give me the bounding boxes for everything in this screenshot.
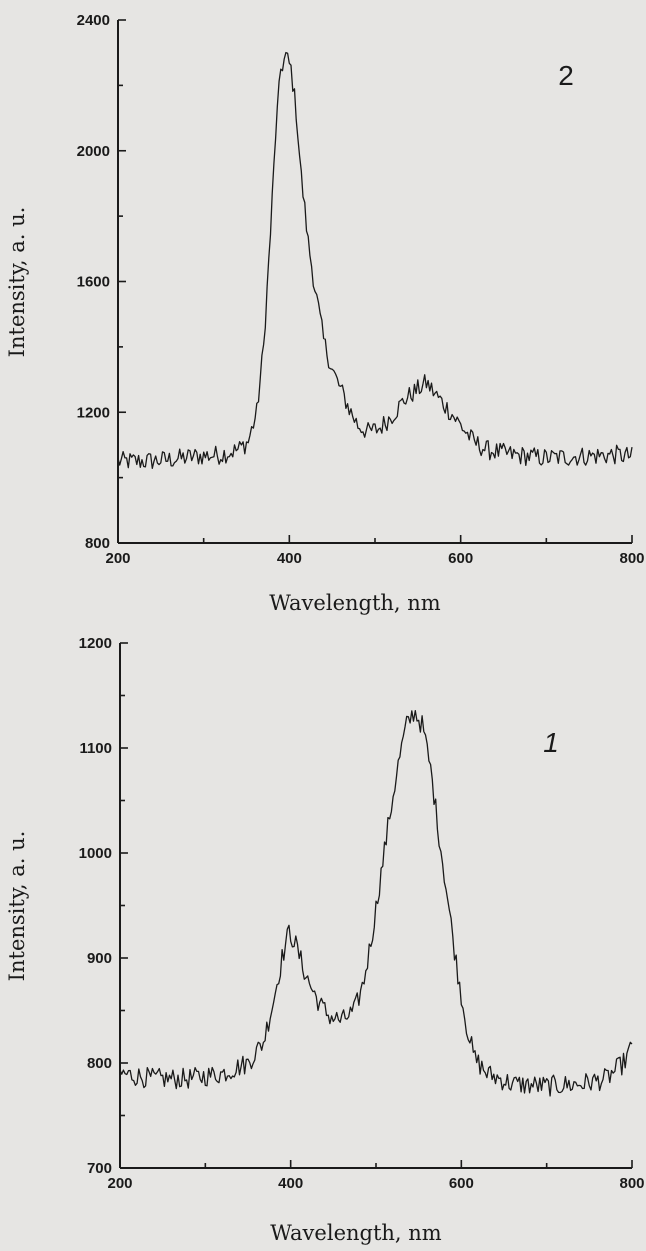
y-tick-label: 2000 <box>77 143 110 160</box>
x-tick-label: 800 <box>619 550 644 567</box>
panel-number-label: 1 <box>543 727 559 758</box>
y-tick-label: 1600 <box>77 274 110 291</box>
x-tick-label: 400 <box>277 550 302 567</box>
y-tick-label: 1200 <box>77 404 110 421</box>
x-axis-label: Wavelength, nm <box>269 591 441 615</box>
x-tick-label: 400 <box>278 1175 303 1192</box>
y-tick-label: 700 <box>87 1160 112 1177</box>
y-axis-label: Intensity, a. u. <box>5 207 29 358</box>
y-tick-label: 800 <box>85 535 110 552</box>
y-axis-label: Intensity, a. u. <box>5 831 29 982</box>
x-tick-label: 200 <box>107 1175 132 1192</box>
x-tick-label: 800 <box>619 1175 644 1192</box>
y-tick-label: 900 <box>87 950 112 967</box>
y-tick-label: 1100 <box>79 740 112 757</box>
y-tick-label: 800 <box>87 1055 112 1072</box>
y-tick-label: 1000 <box>79 845 112 862</box>
spectrum-line <box>119 710 633 1097</box>
panel-number-label: 2 <box>558 60 574 91</box>
x-tick-label: 600 <box>448 550 473 567</box>
x-axis-label: Wavelength, nm <box>270 1221 442 1245</box>
x-tick-label: 600 <box>449 1175 474 1192</box>
chart-panel-1: 200 400 600 800 700 800 900 1000 1100 1200 Wavelen… <box>5 635 645 1245</box>
y-tick-label: 2400 <box>77 12 110 29</box>
chart-panel-2: 200 400 600 800 800 1200 1600 2000 2400 Wavelengt… <box>5 12 645 615</box>
x-tick-label: 200 <box>105 550 130 567</box>
y-tick-label: 1200 <box>79 635 112 652</box>
spectrum-line <box>117 51 633 470</box>
